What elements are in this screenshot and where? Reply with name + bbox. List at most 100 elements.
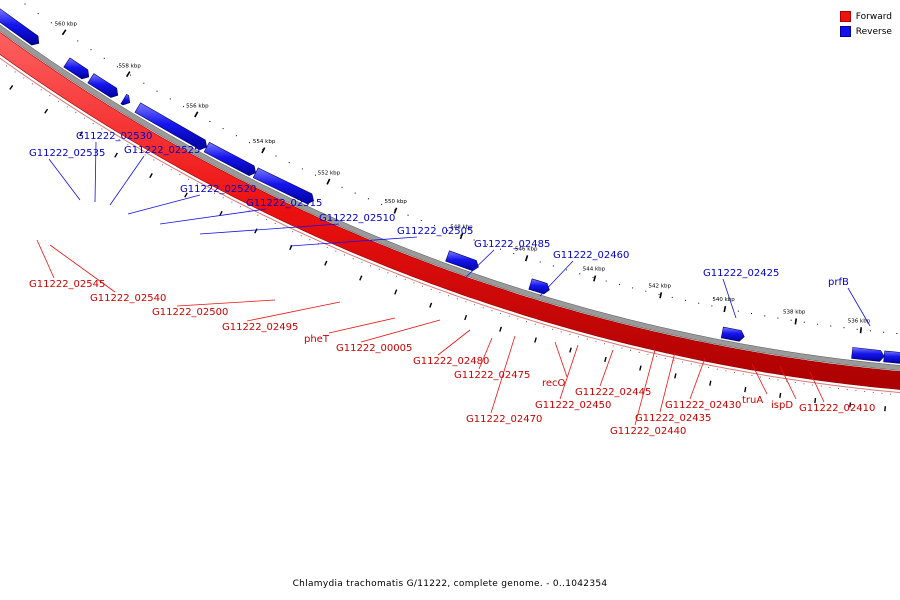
reverse-gene-label: G11222_02460 (553, 250, 629, 261)
lower-minor-tick (118, 138, 120, 141)
ruler-minor-tick (77, 40, 79, 42)
reverse-swatch (839, 26, 851, 37)
lower-scale-tick (674, 373, 677, 379)
ruler-minor-tick (63, 31, 66, 33)
reverse-gene-label: prfB (828, 277, 849, 288)
lower-minor-tick (109, 133, 112, 135)
forward-strand-shadow (0, 57, 900, 394)
forward-strand-band (0, 31, 900, 390)
lower-scale-tick (184, 192, 188, 198)
forward-swatch (839, 11, 851, 22)
reverse-gene-leader (464, 249, 495, 279)
forward-gene-label: G11222_02430 (665, 400, 741, 411)
reverse-gene-leader (109, 155, 145, 206)
reverse-gene-leader (159, 208, 267, 225)
lower-scale-tick (429, 302, 433, 308)
lower-scale-tick (849, 402, 852, 408)
reverse-gene-label: G11222_02535 (29, 148, 105, 159)
forward-gene-leader (634, 349, 656, 426)
ruler-minor-tick (50, 22, 53, 24)
forward-gene-label: G11222_02450 (535, 400, 611, 411)
lower-minor-tick (83, 117, 86, 119)
forward-gene-label: G11222_02480 (413, 356, 489, 367)
legend-label-reverse: Reverse (855, 26, 892, 37)
forward-gene-label: G11222_02435 (635, 413, 711, 424)
forward-gene-label: truA (742, 395, 763, 406)
forward-gene-label: G11222_02410 (799, 403, 875, 414)
reverse-gene-arrow (720, 326, 745, 342)
forward-gene-leader (599, 349, 614, 387)
legend-label-forward: Forward (855, 11, 892, 22)
forward-gene-label: G11222_02440 (610, 426, 686, 437)
ruler-major-tick (659, 292, 663, 299)
reverse-gene-label: G11222_02520 (180, 184, 256, 195)
forward-gene-label: G11222_02470 (466, 414, 542, 425)
lower-minor-tick (49, 94, 51, 97)
reverse-gene-label: G11222_02525 (124, 145, 200, 156)
lower-minor-tick (66, 106, 68, 108)
ruler-label: 536 kbp (848, 318, 871, 324)
lower-minor-tick (101, 128, 103, 130)
reverse-gene-arrow (851, 347, 885, 362)
lower-scale-tick (359, 275, 363, 281)
lower-scale-tick (114, 152, 118, 158)
forward-gene-label: G11222_00005 (336, 343, 412, 354)
reverse-gene-arrow (134, 102, 208, 151)
reverse-gene-leader (289, 236, 418, 247)
ruler-label: 544 kbp (583, 267, 606, 273)
lower-scale-tick (149, 173, 153, 179)
reverse-gene-arrow (0, 8, 40, 46)
forward-gene-label: G11222_02540 (90, 293, 166, 304)
reverse-gene-arrow (445, 250, 479, 272)
reverse-gene-label: G11222_02425 (703, 268, 779, 279)
lower-minor-tick (23, 77, 25, 79)
lower-scale-tick (79, 131, 84, 137)
reverse-gene-leader (199, 223, 340, 235)
reverse-gene-leader (722, 278, 737, 319)
ruler-major-tick (261, 147, 266, 154)
lower-scale-tick (254, 228, 258, 234)
forward-gene-leader (49, 244, 116, 293)
lower-scale-tick (814, 397, 817, 404)
lower-scale-tick (639, 365, 642, 371)
lower-minor-tick (75, 111, 77, 114)
lower-minor-tick (135, 149, 138, 151)
ruler-major-tick (459, 232, 464, 240)
reverse-gene-label: G11222_02515 (246, 198, 322, 209)
forward-gene-label: G11222_02475 (454, 370, 530, 381)
forward-gene-leader (554, 341, 568, 378)
forward-gene-leader (809, 371, 825, 403)
forward-gene-label: recO (542, 378, 566, 389)
ruler-label: 558 kbp (118, 63, 141, 69)
forward-gene-label: G11222_02495 (222, 322, 298, 333)
lower-minor-tick (40, 89, 42, 91)
forward-gene-leader (689, 357, 706, 400)
lower-scale-tick (9, 85, 14, 90)
lower-scale-tick (604, 356, 607, 363)
ruler-label: 548 kbp (450, 225, 473, 231)
lower-minor-tick (14, 71, 16, 73)
forward-gene-leader (246, 301, 341, 322)
lower-minor-tick (5, 65, 8, 67)
ruler-minor-tick (143, 82, 145, 84)
lower-minor-tick (31, 83, 34, 85)
lower-minor-tick (92, 122, 94, 125)
forward-gene-leader (490, 335, 516, 414)
forward-gene-leader (437, 329, 471, 356)
lower-minor-tick (127, 144, 129, 146)
lower-scale-tick (44, 108, 49, 114)
reverse-gene-arrow (252, 167, 314, 205)
forward-gene-label: pheT (304, 334, 330, 345)
reverse-gene-leader (48, 158, 81, 201)
map-caption: Chlamydia trachomatis G/11222, complete … (292, 579, 608, 589)
reverse-gene-label: G11222_02505 (397, 226, 473, 237)
lower-scale-tick (709, 380, 712, 386)
ruler-minor-tick (156, 90, 158, 92)
forward-gene-leader (751, 363, 768, 395)
legend: Forward Reverse (839, 9, 892, 39)
legend-item-reverse: Reverse (839, 24, 892, 39)
reverse-gene-arrow (883, 350, 900, 364)
forward-gene-label: G11222_02445 (575, 387, 651, 398)
ruler-minor-tick (103, 57, 105, 60)
lower-scale-tick (779, 392, 782, 398)
